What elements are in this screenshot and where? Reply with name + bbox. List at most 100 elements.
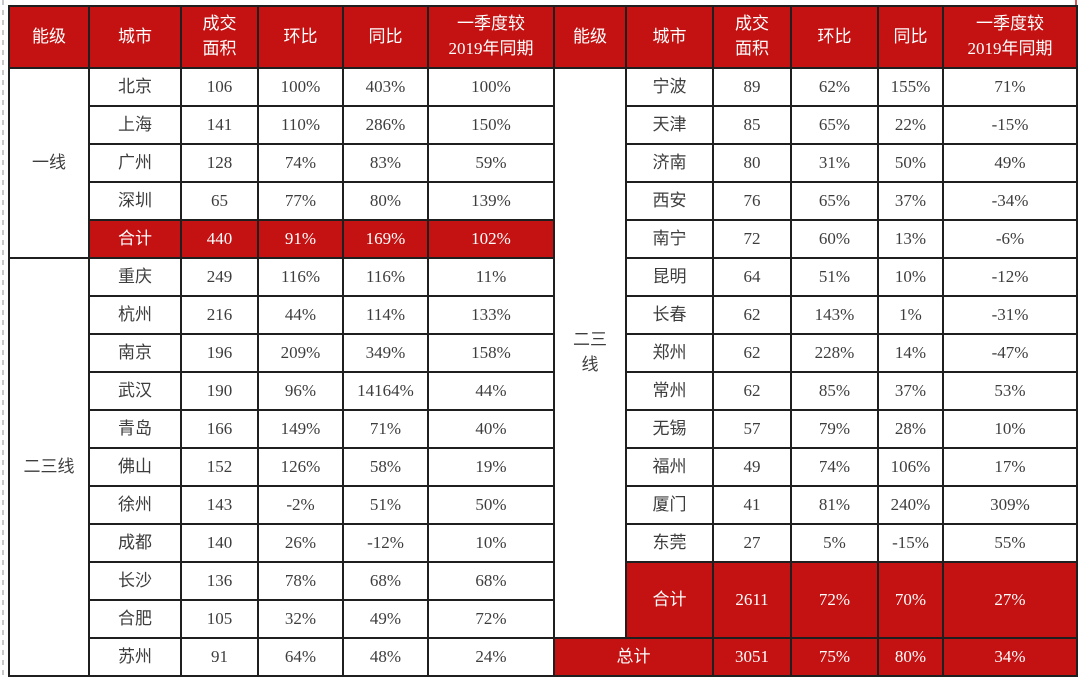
cell-mom: 209% — [257, 333, 344, 373]
table-row: 长沙 136 78% 68% 68% 合计 2611 72% 70% 27% — [9, 561, 1078, 639]
header-area: 成交 面积 — [180, 5, 259, 69]
table-row: 二三线 重庆 249 116% 116% 11% 昆明 64 51% 10% -… — [8, 257, 1078, 677]
cell-city: 青岛 — [88, 409, 182, 449]
cell-area: 64 — [712, 257, 792, 297]
cell-vs2019: 11% — [427, 257, 555, 297]
cell-city: 无锡 — [625, 409, 714, 449]
total-mom: 72% — [790, 561, 879, 639]
cell-vs2019: 49% — [942, 143, 1078, 183]
cell-area: 105 — [180, 599, 259, 639]
cell-mom: 65% — [790, 181, 879, 221]
cell-yoy: 48% — [342, 637, 429, 677]
cell-yoy: 286% — [342, 105, 429, 145]
cell-city: 福州 — [625, 447, 714, 487]
cell-area: 152 — [180, 447, 259, 487]
cell-vs2019: 50% — [427, 485, 555, 525]
cell-vs2019: 133% — [427, 295, 555, 335]
cell-city: 厦门 — [625, 485, 714, 525]
cell-city: 广州 — [88, 143, 182, 183]
cell-yoy: 22% — [877, 105, 944, 145]
total-vs2019: 102% — [427, 219, 555, 259]
header-city: 城市 — [625, 5, 714, 69]
header-area-line1: 成交 — [202, 14, 237, 34]
cell-yoy: 1% — [877, 295, 944, 335]
tier-cell-tier1: 一线 — [8, 67, 90, 259]
cell-city: 杭州 — [88, 295, 182, 335]
table-row: 深圳 65 77% 80% 139% 西安 76 65% 37% -34% — [9, 181, 1078, 221]
cell-mom: 143% — [790, 295, 879, 335]
cell-vs2019: 158% — [427, 333, 555, 373]
grand-total-yoy: 80% — [877, 637, 944, 677]
cell-vs2019: 139% — [427, 181, 555, 221]
cell-vs2019: -31% — [942, 295, 1078, 335]
cell-area: 72 — [712, 219, 792, 259]
cell-yoy: 155% — [877, 67, 944, 107]
header-area: 成交 面积 — [712, 5, 792, 69]
cell-city: 长沙 — [88, 561, 182, 601]
cell-city: 天津 — [625, 105, 714, 145]
table-row: 杭州 216 44% 114% 133% 长春 62 143% 1% -31% — [9, 295, 1078, 335]
cell-vs2019: -15% — [942, 105, 1078, 145]
cell-vs2019: 68% — [427, 561, 555, 601]
cell-vs2019: 10% — [427, 523, 555, 563]
header-area-line1: 成交 — [735, 14, 769, 34]
table-row: 一线 北京 106 100% 403% 100% 二三线 宁波 89 62% 1… — [8, 67, 1078, 639]
table-row: 合肥 105 32% 49% 72% — [9, 599, 1077, 639]
cell-yoy: -12% — [342, 523, 429, 563]
header-vs2019-line2: 2019年同期 — [967, 39, 1053, 58]
cell-yoy: 71% — [342, 409, 429, 449]
cell-city: 徐州 — [88, 485, 182, 525]
cell-mom: 5% — [790, 523, 879, 563]
cell-yoy: 116% — [342, 257, 429, 297]
cell-vs2019: 24% — [427, 637, 555, 677]
cell-mom: 149% — [257, 409, 344, 449]
cell-yoy: 37% — [877, 181, 944, 221]
table-row-grand-total: 苏州 91 64% 48% 24% 总计 3051 75% 80% 34% — [9, 637, 1078, 677]
cell-area: 85 — [712, 105, 792, 145]
page-margin-dash-left — [2, 0, 4, 680]
cell-area: 57 — [712, 409, 792, 449]
cell-vs2019: 55% — [942, 523, 1078, 563]
cell-vs2019: 19% — [427, 447, 555, 487]
cell-yoy: 240% — [877, 485, 944, 525]
total-vs2019: 27% — [942, 561, 1078, 639]
table-row: 佛山 152 126% 58% 19% 福州 49 74% 106% 17% — [9, 447, 1078, 487]
cell-city: 郑州 — [625, 333, 714, 373]
cell-mom: 79% — [790, 409, 879, 449]
cell-city: 上海 — [88, 105, 182, 145]
cell-area: 41 — [712, 485, 792, 525]
cell-city: 济南 — [625, 143, 714, 183]
cell-city: 成都 — [88, 523, 182, 563]
cell-vs2019: 40% — [427, 409, 555, 449]
cell-mom: 26% — [257, 523, 344, 563]
cell-city: 重庆 — [88, 257, 182, 297]
header-vs2019-line1: 一季度较 — [457, 14, 525, 34]
cell-mom: 228% — [790, 333, 879, 373]
total-mom: 91% — [257, 219, 344, 259]
cell-vs2019: 44% — [427, 371, 555, 411]
cell-city: 深圳 — [88, 181, 182, 221]
cell-vs2019: 10% — [942, 409, 1078, 449]
cell-vs2019: -34% — [942, 181, 1078, 221]
cell-vs2019: -6% — [942, 219, 1078, 259]
cell-city: 佛山 — [88, 447, 182, 487]
cell-yoy: 50% — [877, 143, 944, 183]
cell-vs2019: 309% — [942, 485, 1078, 525]
table-row: 武汉 190 96% 14164% 44% 常州 62 85% 37% 53% — [9, 371, 1078, 411]
cell-vs2019: 72% — [427, 599, 555, 639]
table-row: 上海 141 110% 286% 150% 天津 85 65% 22% -15% — [9, 105, 1078, 145]
cell-yoy: 37% — [877, 371, 944, 411]
header-tier: 能级 — [553, 5, 627, 69]
cell-yoy: 403% — [342, 67, 429, 107]
cell-yoy: 13% — [877, 219, 944, 259]
cell-city: 苏州 — [88, 637, 182, 677]
cell-yoy: 49% — [342, 599, 429, 639]
cell-area: 196 — [180, 333, 259, 373]
cell-mom: 74% — [790, 447, 879, 487]
header-vs2019: 一季度较 2019年同期 — [942, 5, 1078, 69]
header-yoy: 同比 — [342, 5, 429, 69]
cell-yoy: 51% — [342, 485, 429, 525]
cell-area: 62 — [712, 333, 792, 373]
total-area: 440 — [180, 219, 259, 259]
cell-yoy: 28% — [877, 409, 944, 449]
